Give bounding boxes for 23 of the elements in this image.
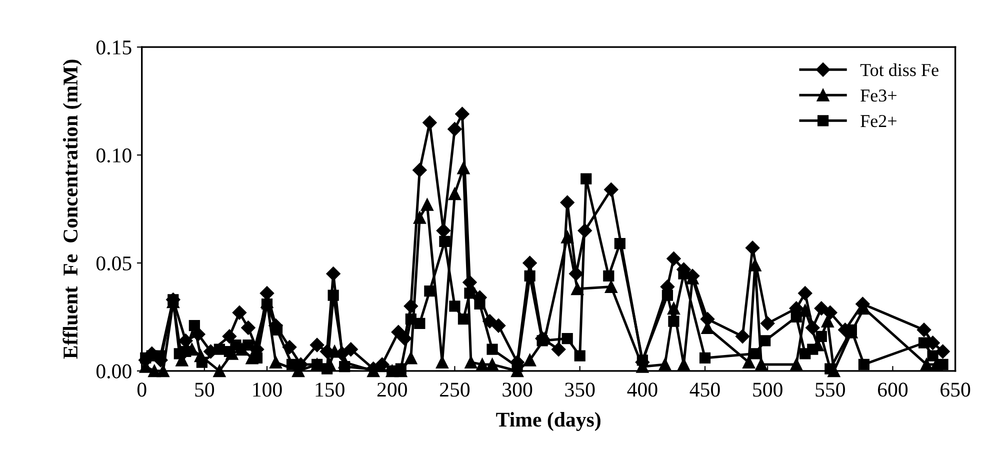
x-axis-title: Time (days) (496, 412, 600, 432)
x-tick-label: 150 (316, 382, 344, 397)
x-tick-label: 0 (137, 382, 146, 397)
x-tick-label: 300 (502, 382, 532, 397)
y-tick-label: 0.10 (96, 148, 132, 163)
x-tick-label: 100 (253, 382, 282, 397)
x-tick-label: 400 (627, 382, 658, 397)
x-tick-label: 450 (690, 382, 720, 397)
x-tick-label: 550 (816, 382, 845, 397)
x-tick-label: 200 (377, 382, 407, 397)
legend-label: Fe2+ (860, 115, 896, 128)
y-tick-label: 0.05 (96, 256, 132, 271)
legend-label: Fe3+ (860, 90, 896, 102)
x-tick-label: 600 (878, 382, 908, 397)
y-axis-title: Effluent Fe Concentration (mM) (62, 60, 82, 359)
x-tick-label: 50 (195, 382, 214, 397)
y-tick-label: 0.00 (96, 364, 132, 378)
x-tick-label: 250 (440, 382, 470, 397)
legend-label: Tot diss Fe (860, 63, 938, 76)
x-tick-label: 500 (753, 382, 782, 397)
x-tick-label: 350 (565, 382, 595, 397)
x-tick-label: 650 (940, 382, 970, 397)
y-tick-label: 0.15 (96, 40, 132, 55)
